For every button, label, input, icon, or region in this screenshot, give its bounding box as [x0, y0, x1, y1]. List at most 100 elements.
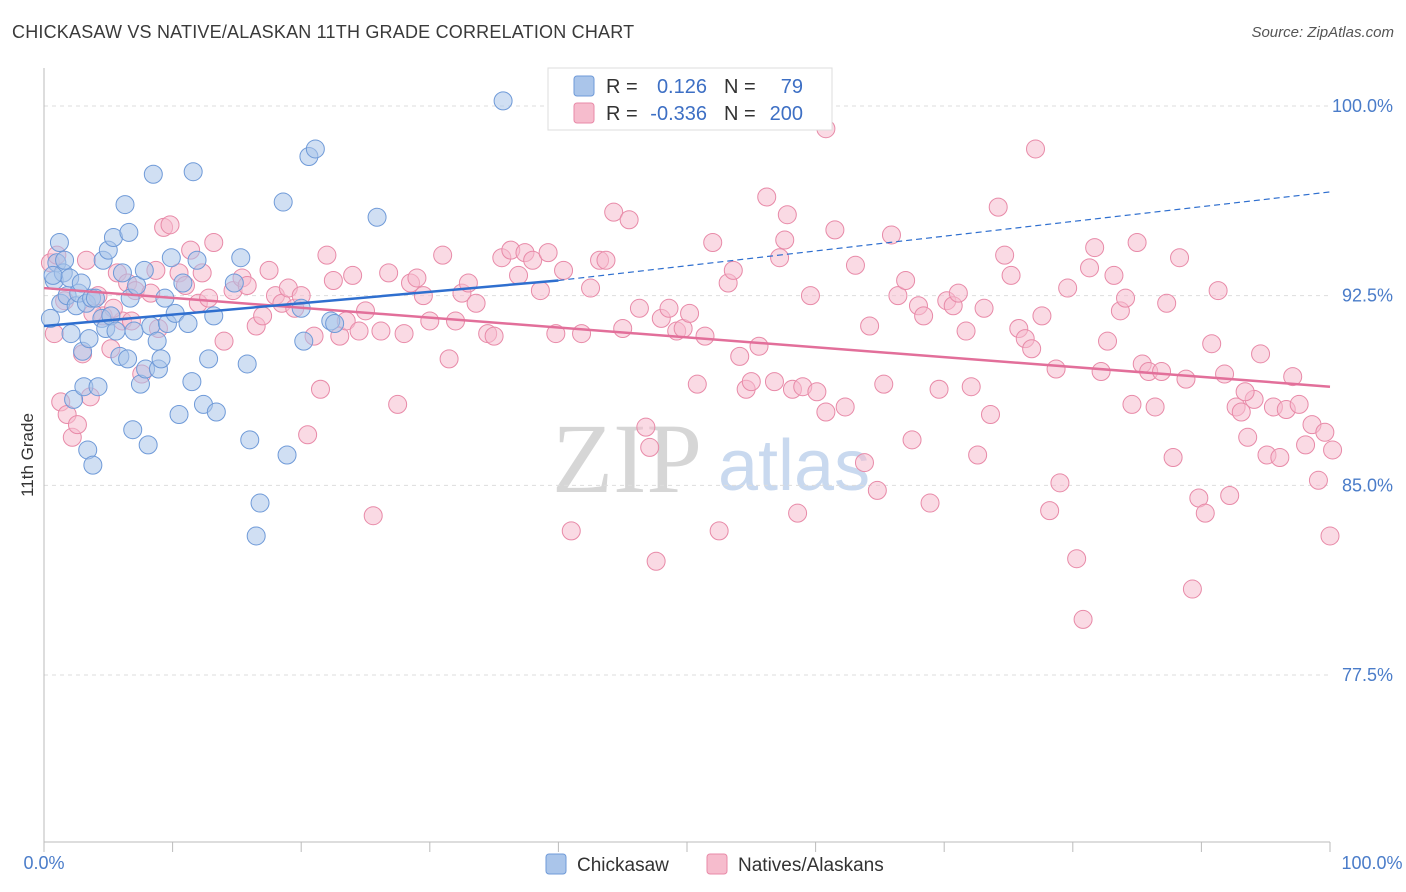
natives-point	[1073, 609, 1093, 629]
y-tick-label: 100.0%	[1332, 96, 1393, 116]
chickasaw-point	[147, 331, 167, 351]
correlation-legend: R = 0.126 N = 79 R = -0.336 N = 200	[547, 67, 833, 131]
natives-point	[956, 321, 976, 341]
natives-point	[646, 551, 666, 571]
natives-point	[554, 260, 574, 280]
natives-point	[363, 506, 383, 526]
chickasaw-point	[112, 263, 132, 283]
series-chickasaw-points	[40, 91, 513, 546]
chickasaw-point	[79, 329, 99, 349]
series-legend: Chickasaw Natives/Alaskans	[545, 853, 884, 876]
natives-point	[259, 260, 279, 280]
natives-point	[1098, 331, 1118, 351]
y-tick-label: 85.0%	[1342, 475, 1393, 495]
natives-point	[619, 210, 639, 230]
natives-point	[788, 503, 808, 523]
legend-r-label-2: R =	[606, 103, 638, 125]
chickasaw-point	[143, 164, 163, 184]
y-axis-tick-labels: 100.0% 92.5% 85.0% 77.5%	[1332, 96, 1393, 685]
natives-point	[1122, 394, 1142, 414]
legend-swatch-pink	[573, 102, 595, 124]
natives-point	[379, 263, 399, 283]
chickasaw-point	[83, 455, 103, 475]
natives-point	[1145, 397, 1165, 417]
natives-point	[1182, 579, 1202, 599]
natives-point	[323, 270, 343, 290]
natives-point	[860, 316, 880, 336]
natives-point	[1235, 382, 1255, 402]
chickasaw-point	[231, 248, 251, 268]
natives-point	[1040, 501, 1060, 521]
natives-point	[980, 405, 1000, 425]
chickasaw-point	[237, 354, 257, 374]
natives-point	[659, 298, 679, 318]
gridlines	[44, 105, 1330, 676]
natives-point	[199, 288, 219, 308]
chickasaw-point	[294, 331, 314, 351]
natives-point	[581, 278, 601, 298]
natives-point	[1046, 359, 1066, 379]
natives-point	[636, 417, 656, 437]
natives-point	[1208, 281, 1228, 301]
chickasaw-point	[55, 250, 75, 270]
chickasaw-trend-line	[43, 279, 559, 328]
natives-point	[356, 301, 375, 321]
natives-point	[214, 331, 234, 351]
natives-point	[874, 374, 894, 394]
natives-point	[1058, 278, 1078, 298]
natives-point	[1104, 265, 1124, 285]
natives-point	[1127, 233, 1147, 253]
natives-point	[420, 311, 440, 331]
natives-point	[433, 245, 453, 265]
chickasaw-point	[115, 195, 135, 215]
natives-point	[995, 245, 1015, 265]
natives-point	[1091, 362, 1111, 382]
natives-point	[1116, 288, 1136, 308]
natives-point	[466, 293, 486, 313]
natives-point	[800, 286, 820, 306]
natives-point	[439, 349, 459, 369]
natives-point	[509, 265, 529, 285]
chickasaw-point	[224, 273, 244, 293]
natives-point	[929, 379, 949, 399]
chickasaw-point	[250, 493, 270, 513]
y-tick-label: 92.5%	[1342, 286, 1393, 306]
natives-point	[1315, 422, 1335, 442]
chickasaw-trend-extension	[558, 191, 1331, 282]
natives-point	[1170, 248, 1190, 268]
chickasaw-point	[118, 349, 138, 369]
y-axis-title: 11th Grade	[18, 413, 37, 497]
natives-point	[695, 326, 715, 346]
natives-point	[572, 324, 592, 344]
natives-point	[310, 379, 330, 399]
natives-point	[1026, 139, 1046, 159]
natives-point	[1251, 344, 1271, 364]
chickasaw-point	[138, 435, 158, 455]
chickasaw-point	[169, 405, 189, 425]
natives-point	[523, 250, 543, 270]
chart-title: CHICKASAW VS NATIVE/ALASKAN 11TH GRADE C…	[12, 22, 635, 42]
legend-n-label-2: N =	[724, 103, 756, 125]
natives-point	[1080, 258, 1100, 278]
bottom-legend-swatch-chickasaw	[545, 853, 567, 875]
natives-point	[854, 453, 874, 473]
natives-point	[703, 233, 723, 253]
chickasaw-point	[246, 526, 266, 546]
natives-point	[961, 377, 981, 397]
chickasaw-point	[85, 288, 105, 308]
watermark-zip: ZIP	[552, 403, 702, 514]
natives-point	[687, 374, 707, 394]
natives-point	[807, 382, 827, 402]
natives-point	[680, 303, 700, 323]
natives-point	[1085, 238, 1105, 258]
bottom-legend-label-chickasaw: Chickasaw	[577, 855, 669, 876]
natives-point	[629, 298, 649, 318]
natives-point	[723, 260, 743, 280]
natives-point	[407, 268, 427, 288]
legend-n-value-1: 79	[781, 76, 803, 98]
legend-r-value-2: -0.336	[650, 103, 707, 125]
source-credit: Source: ZipAtlas.com	[1251, 24, 1394, 41]
natives-point	[67, 415, 87, 435]
chickasaw-point	[178, 313, 198, 333]
